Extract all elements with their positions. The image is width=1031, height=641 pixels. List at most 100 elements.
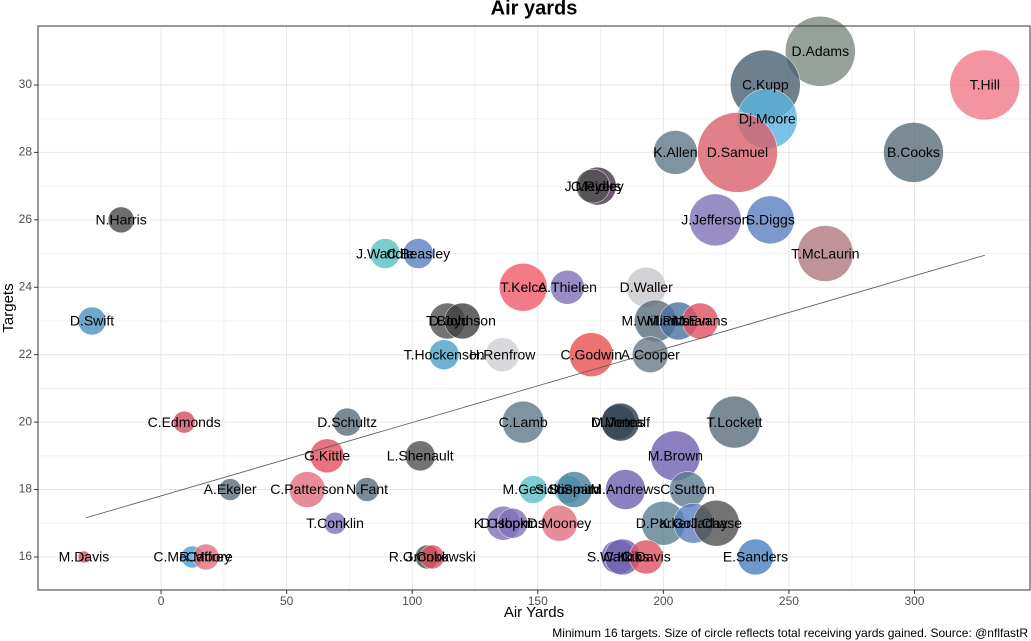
bubble <box>107 206 135 234</box>
x-tick-label: 300 <box>904 594 924 608</box>
point-label: C.Edmonds <box>148 414 221 430</box>
point-label: T.Hill <box>970 77 1000 93</box>
point-label: J.Jefferson <box>681 212 749 228</box>
point-label: D.Mooney <box>527 515 591 531</box>
point-label: D.Parker <box>636 515 692 531</box>
point-label: C.Beasley <box>386 245 450 261</box>
point-label: R.Gronkowski <box>389 549 476 565</box>
point-label: A.Cooper <box>621 346 680 362</box>
bubble <box>629 539 664 575</box>
bubble <box>323 512 347 535</box>
point-label: C.Kirk <box>603 549 642 565</box>
bubble <box>218 478 242 501</box>
y-tick-label: 26 <box>19 212 33 226</box>
point-label: M.Evans <box>673 313 727 329</box>
x-axis-label: Air Yards <box>504 604 564 621</box>
y-axis-label: Targets <box>0 283 17 332</box>
point-label: C.McCaffrey <box>153 549 231 565</box>
point-label: D.Swift <box>70 313 114 329</box>
bubble <box>501 400 545 444</box>
bubble <box>485 337 520 372</box>
point-label: T.Hockenson <box>404 346 485 362</box>
x-tick-label: 150 <box>528 594 548 608</box>
point-label: M.Brown <box>648 448 703 464</box>
y-tick-label: 16 <box>19 549 33 563</box>
point-label: D.Samuel <box>707 144 768 160</box>
point-label: J.Chase <box>691 515 743 531</box>
point-label: B.Cooks <box>887 144 940 160</box>
bubble <box>420 544 445 570</box>
bubble <box>498 263 548 312</box>
y-tick-label: 30 <box>19 77 33 91</box>
x-tick-label: 50 <box>280 594 294 608</box>
point-label: N.Harris <box>95 212 146 228</box>
bubble <box>708 395 761 449</box>
bubble <box>949 49 1021 121</box>
bubble <box>785 16 856 87</box>
x-tick-label: 200 <box>653 594 673 608</box>
point-label: S.Shepard <box>535 481 601 497</box>
point-label: G.Kittle <box>304 448 350 464</box>
y-tick-label: 22 <box>19 347 33 361</box>
point-label: T.Lockett <box>706 414 762 430</box>
bubble <box>192 543 220 571</box>
point-label: M.Williams <box>621 313 689 329</box>
bubble <box>569 332 614 377</box>
point-label: D.Johnson <box>429 313 496 329</box>
point-label: D.Hopkins <box>480 515 545 531</box>
bubble <box>428 339 460 370</box>
bubble <box>309 438 345 474</box>
bubble <box>883 122 944 183</box>
point-label: C.Davis <box>622 549 671 565</box>
chart-title: Air yards <box>491 0 578 19</box>
bubble <box>693 499 740 547</box>
point-label: T.Conklin <box>306 515 364 531</box>
point-label: A.Ekeler <box>204 481 257 497</box>
y-tick-label: 20 <box>19 414 33 428</box>
x-tick-label: 250 <box>779 594 799 608</box>
point-label: C.Patterson <box>270 481 344 497</box>
bubble <box>550 270 585 305</box>
point-label: T.Kelce <box>500 279 546 295</box>
bubble <box>77 306 107 336</box>
point-label: M.Jones <box>592 414 645 430</box>
bubble <box>575 168 611 204</box>
bubble <box>172 410 196 434</box>
point-label: L.Shenault <box>387 448 454 464</box>
point-label: M.Gesicki <box>503 481 564 497</box>
bubble <box>369 238 401 269</box>
bubble <box>797 225 854 282</box>
y-tick-label: 28 <box>19 145 33 159</box>
bubble <box>541 505 578 542</box>
bubble <box>605 469 646 510</box>
point-label: A.Thielen <box>538 279 597 295</box>
point-label: C.Lamb <box>499 414 548 430</box>
trend-line <box>85 254 985 519</box>
bubble <box>682 302 719 340</box>
point-label: M.Davis <box>59 549 110 565</box>
x-tick-label: 0 <box>158 594 165 608</box>
point-label: Dj.Moore <box>739 110 796 126</box>
point-label: J.Meyers <box>565 178 622 194</box>
point-label: H.Renfrow <box>469 346 536 362</box>
point-label: M.Pittman <box>647 313 710 329</box>
point-label: S.Diggs <box>746 212 795 228</box>
bubble <box>746 195 795 245</box>
point-label: K.Allen <box>653 144 697 160</box>
point-label: C.Ridley <box>571 178 624 194</box>
point-label: S.Watkins <box>587 549 650 565</box>
point-label: M.Andrews <box>590 481 660 497</box>
point-label: C.Sutton <box>660 481 714 497</box>
point-label: D.Schultz <box>317 414 377 430</box>
point-label: D.Metcalf <box>591 414 650 430</box>
bubble <box>601 402 640 442</box>
point-label: K.Osborn <box>474 515 533 531</box>
point-label: D.Smith <box>549 481 599 497</box>
y-tick-label: 24 <box>19 279 33 293</box>
bubble <box>288 471 326 508</box>
y-tick-label: 18 <box>19 482 33 496</box>
point-label: R.Moore <box>179 549 233 565</box>
bubble <box>519 475 548 504</box>
bubble <box>737 538 774 576</box>
